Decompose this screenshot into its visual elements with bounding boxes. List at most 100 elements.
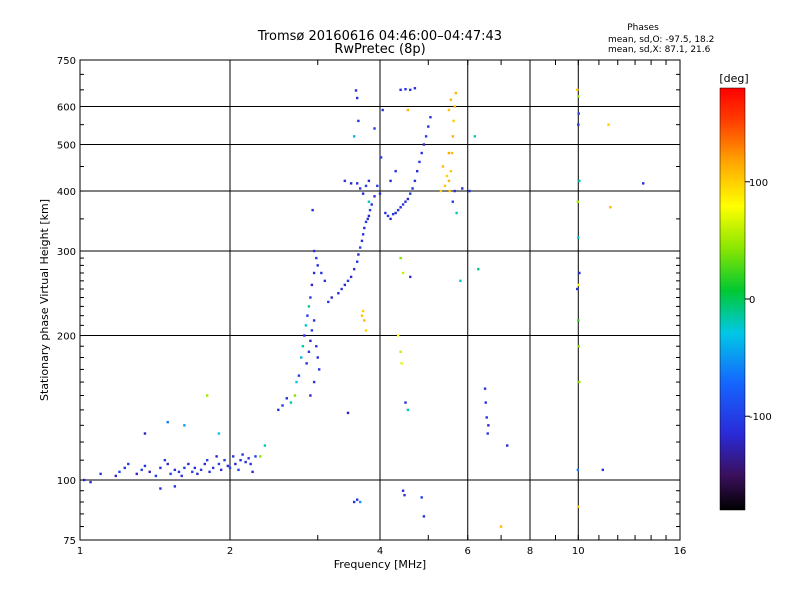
data-point — [180, 474, 183, 478]
data-point — [373, 195, 376, 198]
data-point — [301, 345, 305, 348]
colorbar-tick-label: 0 — [749, 295, 755, 306]
data-point — [203, 462, 206, 466]
data-point — [576, 468, 580, 472]
data-point — [281, 404, 284, 407]
data-point — [241, 453, 244, 456]
data-point — [357, 253, 360, 256]
y-tick-label: 750 — [57, 56, 76, 67]
data-point — [379, 156, 383, 159]
y-tick-label: 400 — [57, 187, 76, 198]
data-point — [310, 329, 314, 332]
data-point — [642, 182, 645, 185]
data-point — [360, 239, 364, 243]
data-point — [226, 464, 230, 468]
data-point — [285, 397, 288, 400]
data-point — [389, 217, 392, 221]
data-point — [450, 151, 454, 155]
data-point — [114, 474, 118, 478]
data-point — [576, 88, 579, 92]
data-point — [361, 192, 365, 195]
data-point — [409, 275, 412, 279]
data-point — [445, 174, 449, 178]
data-point — [316, 356, 319, 359]
data-point — [394, 169, 397, 173]
data-point — [309, 339, 312, 343]
data-point — [406, 408, 410, 412]
data-point — [307, 305, 311, 308]
data-point — [447, 179, 451, 183]
data-point — [384, 211, 387, 215]
stats-heading: Phases — [627, 23, 659, 33]
data-point — [315, 345, 318, 348]
data-point — [355, 260, 359, 263]
data-point — [409, 192, 412, 195]
data-point — [418, 160, 421, 164]
x-axis-ticks: 1 2 4 6 8 10 16 — [77, 60, 687, 557]
data-point — [394, 211, 397, 215]
data-point — [439, 189, 443, 193]
data-point — [455, 211, 458, 215]
data-point — [399, 256, 402, 260]
data-point — [403, 493, 406, 497]
data-point — [391, 212, 395, 216]
data-point — [320, 271, 323, 275]
data-point — [343, 179, 347, 183]
data-point — [577, 236, 580, 239]
data-point — [577, 112, 580, 115]
data-point — [346, 411, 350, 415]
data-point — [357, 119, 360, 123]
data-point — [166, 420, 169, 424]
data-point — [363, 226, 366, 230]
data-point — [363, 319, 366, 322]
data-point — [449, 98, 453, 101]
data-point — [251, 470, 254, 474]
data-point — [293, 394, 297, 397]
data-point — [404, 401, 407, 404]
data-point — [422, 143, 426, 146]
y-axis-label: Stationary phase Virtual Height [km] — [38, 199, 51, 401]
data-point — [477, 267, 480, 271]
data-point — [311, 208, 314, 212]
data-point — [234, 462, 237, 466]
data-point — [247, 457, 250, 460]
data-point — [254, 455, 257, 458]
y-tick-label: 200 — [57, 332, 76, 343]
data-point — [601, 468, 605, 472]
data-point — [399, 206, 402, 209]
x-tick-label: 16 — [674, 546, 687, 557]
data-point — [420, 496, 423, 499]
data-point — [454, 91, 458, 95]
data-point — [352, 500, 356, 504]
data-point — [396, 208, 400, 212]
data-point — [295, 380, 298, 384]
data-point — [453, 189, 456, 193]
colorbar-tick-label: 100 — [749, 178, 768, 189]
data-point — [364, 220, 368, 224]
data-points — [83, 87, 645, 528]
data-point — [424, 135, 428, 138]
data-point — [406, 197, 410, 201]
data-point — [447, 151, 451, 155]
data-point — [451, 135, 455, 138]
data-point — [305, 362, 308, 365]
data-point — [484, 401, 487, 404]
data-point — [135, 472, 138, 476]
data-point — [316, 264, 319, 267]
data-point — [401, 271, 405, 275]
colorbar-tick-label: -100 — [749, 412, 772, 423]
x-tick-label: 10 — [572, 546, 585, 557]
data-point — [166, 462, 169, 466]
data-point — [337, 292, 340, 295]
data-point — [343, 283, 347, 287]
data-point — [381, 108, 384, 112]
data-point — [312, 319, 316, 322]
data-point — [159, 487, 162, 490]
y-tick-label: 100 — [57, 476, 76, 487]
data-point — [459, 279, 462, 283]
data-point — [411, 187, 414, 190]
data-point — [483, 387, 487, 390]
data-point — [409, 88, 412, 92]
data-point — [449, 169, 453, 173]
